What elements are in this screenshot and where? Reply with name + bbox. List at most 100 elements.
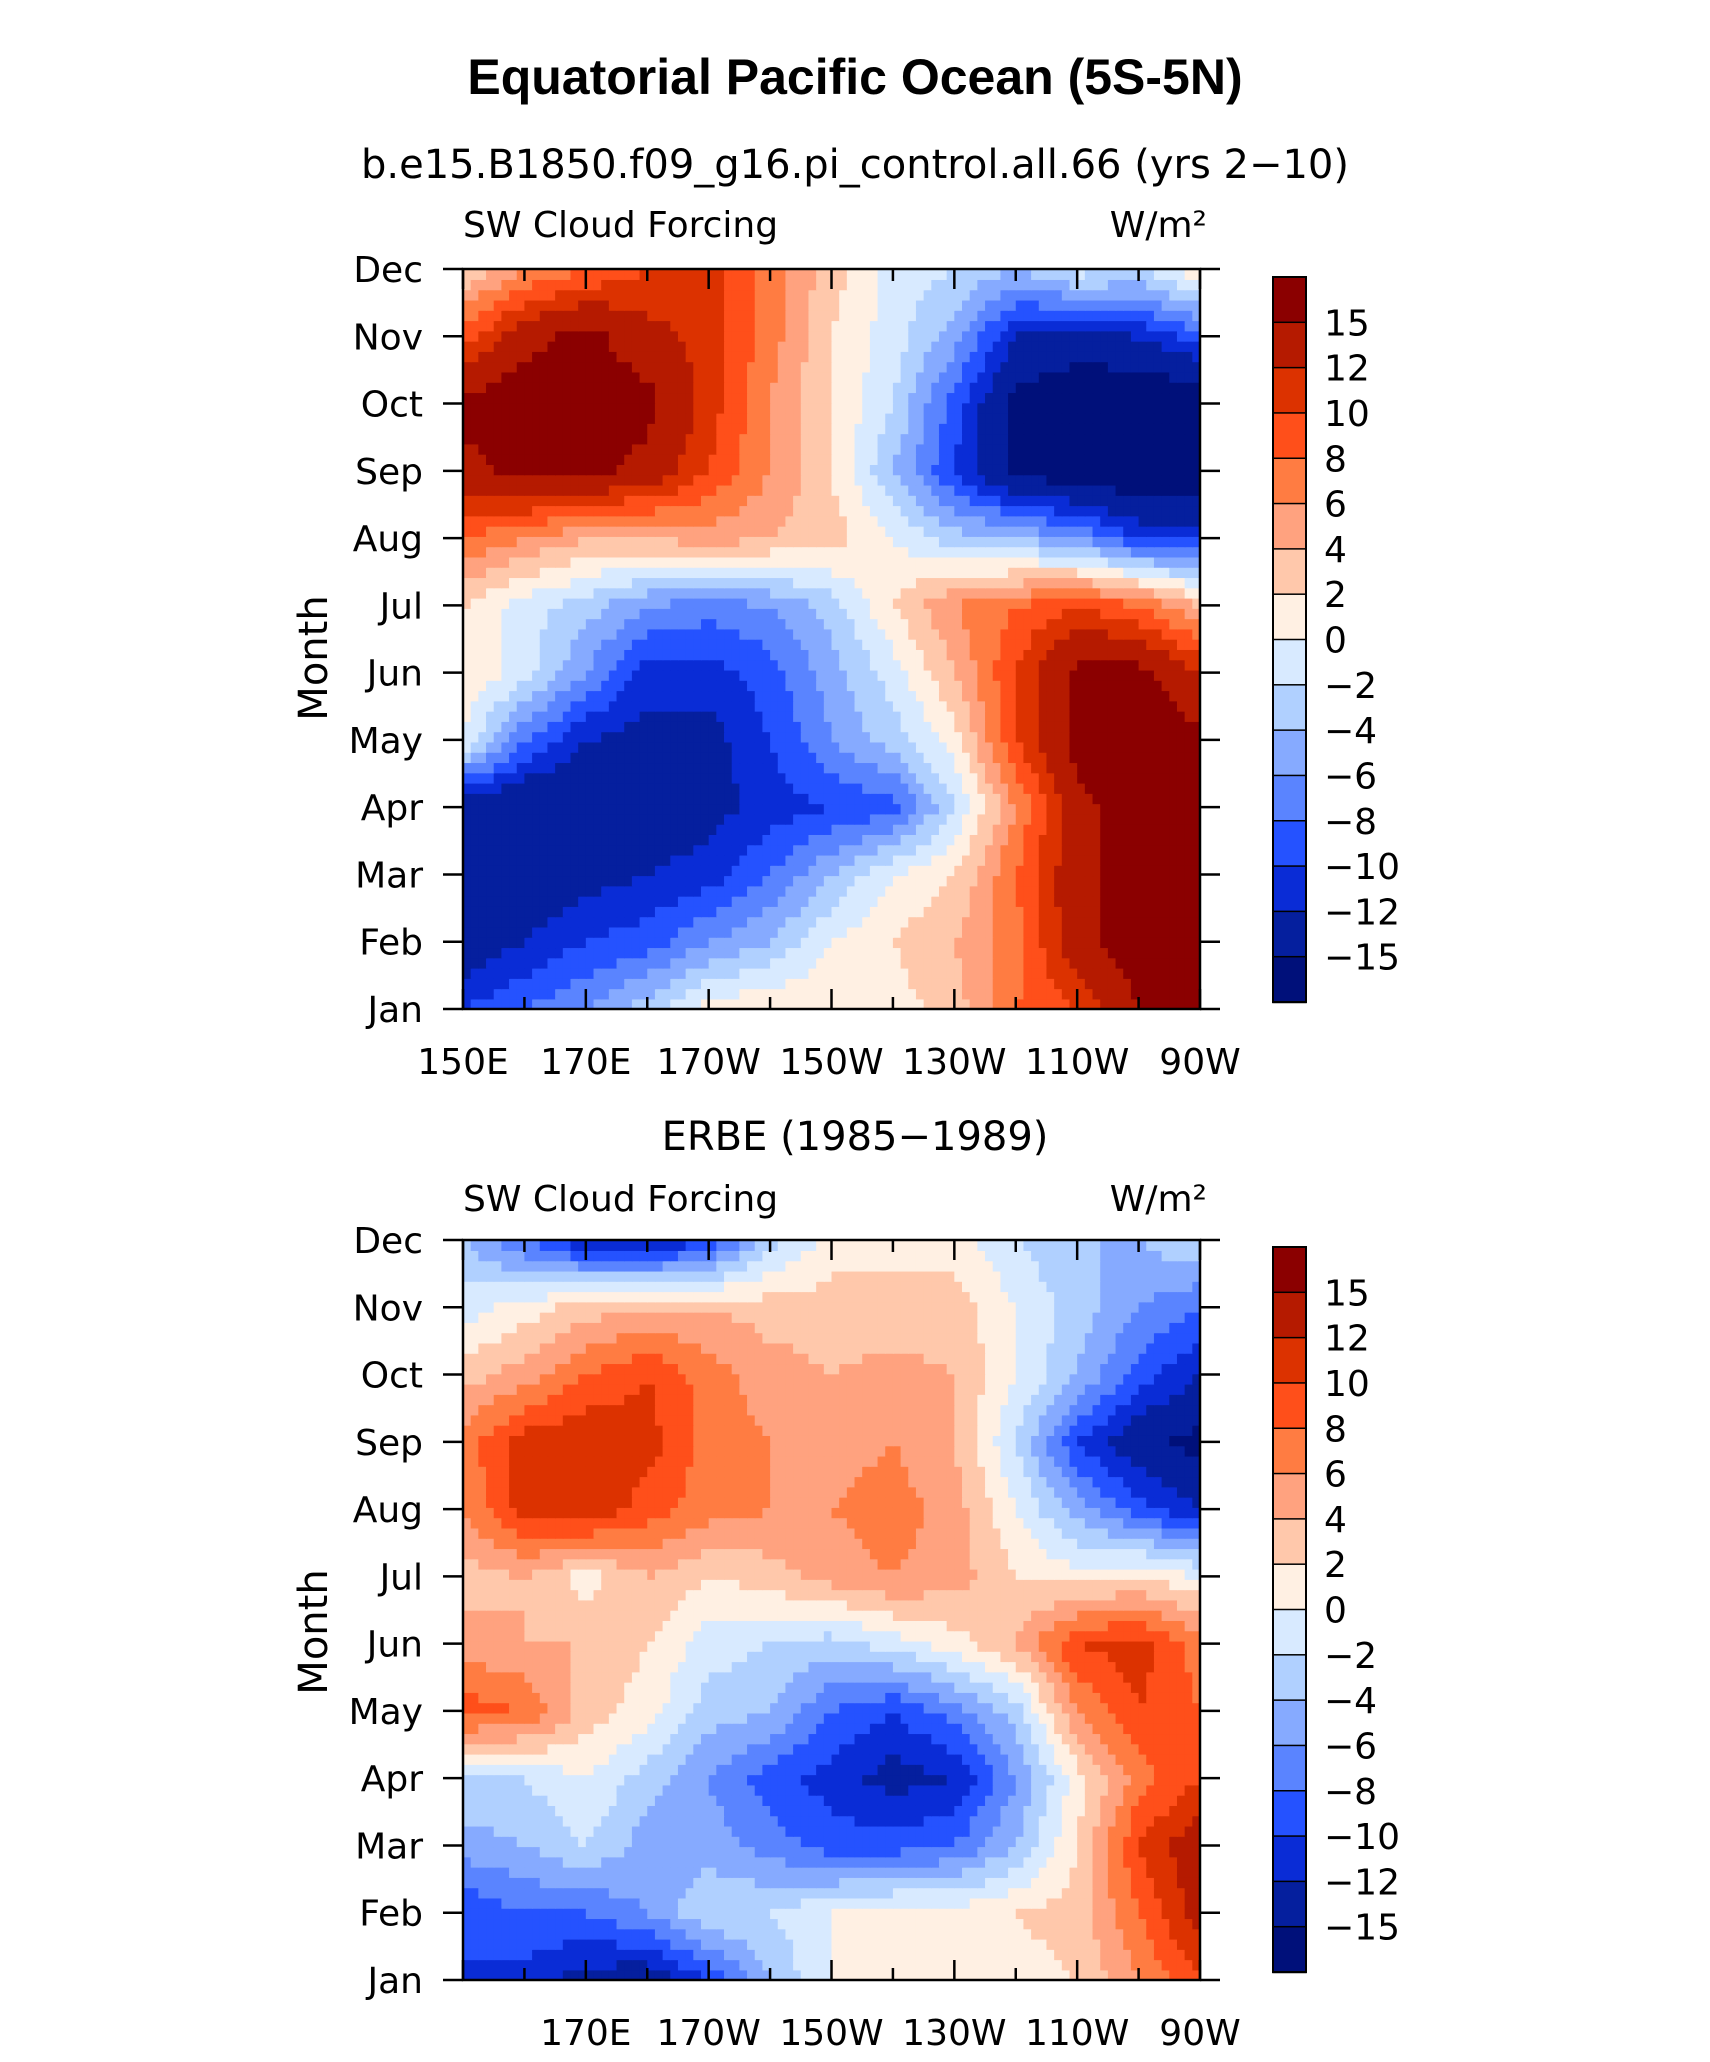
model-field-cell xyxy=(862,875,871,887)
model-field-cell xyxy=(1054,587,1063,599)
model-field-cell xyxy=(977,916,986,928)
model-field-cell xyxy=(654,659,664,671)
model-field-cell xyxy=(808,474,817,486)
model-field-cell xyxy=(747,536,756,548)
model-field-cell xyxy=(1138,875,1147,887)
model-field-cell xyxy=(1138,916,1147,928)
model-field-cell xyxy=(716,659,725,671)
model-field-cell xyxy=(616,495,625,507)
model-field-cell xyxy=(1115,690,1124,702)
model-field-cell xyxy=(785,731,794,743)
model-field-cell xyxy=(524,813,533,825)
model-field-cell xyxy=(785,947,794,959)
model-field-cell xyxy=(946,926,956,938)
model-field-cell xyxy=(601,546,610,558)
model-field-cell xyxy=(923,710,933,722)
model-field-cell xyxy=(823,885,833,897)
model-field-cell xyxy=(463,710,472,722)
model-field-cell xyxy=(1146,926,1155,938)
model-field-cell xyxy=(1061,515,1071,527)
model-field-cell xyxy=(1031,700,1040,712)
model-field-cell xyxy=(555,957,564,969)
model-field-cell xyxy=(900,567,909,579)
model-field-cell xyxy=(823,484,833,496)
model-field-cell xyxy=(1176,536,1186,548)
model-field-cell xyxy=(463,741,472,753)
model-field-cell xyxy=(777,474,787,486)
model-field-cell xyxy=(693,998,702,1010)
model-field-cell xyxy=(777,484,787,496)
model-field-cell xyxy=(923,484,933,496)
model-field-cell xyxy=(516,967,526,979)
model-field-cell xyxy=(869,967,879,979)
model-field-cell xyxy=(486,885,495,897)
model-field-cell xyxy=(662,669,671,681)
model-field-cell xyxy=(463,782,472,794)
model-field-cell xyxy=(739,772,748,784)
model-field-cell xyxy=(639,474,648,486)
model-field-cell xyxy=(539,669,549,681)
model-field-cell xyxy=(1130,690,1140,702)
model-field-cell xyxy=(547,824,556,835)
model-field-cell xyxy=(747,546,756,558)
model-field-cell xyxy=(478,577,487,589)
model-field-cell xyxy=(1138,649,1147,661)
model-field-cell xyxy=(915,597,925,609)
model-field-cell xyxy=(516,813,526,825)
model-field-cell xyxy=(1092,834,1101,846)
model-field-cell xyxy=(470,782,480,794)
model-field-cell xyxy=(493,690,503,702)
model-field-cell xyxy=(486,957,495,969)
model-field-cell xyxy=(470,680,480,692)
model-field-cell xyxy=(816,710,825,722)
model-field-cell xyxy=(1015,998,1025,1010)
model-field-cell xyxy=(892,505,902,517)
model-field-cell xyxy=(731,597,741,609)
model-field-cell xyxy=(693,659,702,671)
model-field-cell xyxy=(647,957,656,969)
model-field-cell xyxy=(700,782,710,794)
model-field-cell xyxy=(1054,474,1063,486)
model-field-cell xyxy=(524,474,533,486)
model-field-cell xyxy=(823,875,833,887)
model-field-cell xyxy=(509,546,518,558)
model-field-cell xyxy=(1054,484,1063,496)
model-field-cell xyxy=(1192,782,1201,794)
model-field-cell xyxy=(685,484,695,496)
model-field-cell xyxy=(654,926,664,938)
model-field-cell xyxy=(846,597,856,609)
model-field-cell xyxy=(747,895,756,907)
model-field-cell xyxy=(754,885,764,897)
model-field-cell xyxy=(1054,813,1063,825)
model-field-cell xyxy=(1077,597,1086,609)
model-field-cell xyxy=(977,937,986,949)
model-field-cell xyxy=(1169,834,1178,846)
model-field-cell xyxy=(762,721,771,733)
model-field-cell xyxy=(1000,998,1009,1010)
model-field-cell xyxy=(639,967,648,979)
model-field-cell xyxy=(816,834,825,846)
model-field-cell xyxy=(1069,536,1078,548)
model-field-cell xyxy=(1015,741,1025,753)
model-field-cell xyxy=(578,525,587,537)
model-field-cell xyxy=(1123,515,1132,527)
model-field-cell xyxy=(601,803,610,815)
model-field-cell xyxy=(831,484,840,496)
model-field-cell xyxy=(869,484,879,496)
model-field-cell xyxy=(1130,906,1140,918)
model-field-cell xyxy=(946,474,956,486)
model-field-cell xyxy=(470,875,480,887)
model-field-cell xyxy=(1023,865,1032,877)
model-field-cell xyxy=(969,577,979,589)
model-field-cell xyxy=(516,505,526,517)
model-field-cell xyxy=(900,484,909,496)
model-field-cell xyxy=(1169,649,1178,661)
model-field-cell xyxy=(1130,937,1140,949)
model-field-cell xyxy=(892,515,902,527)
model-field-cell xyxy=(624,844,633,856)
model-field-cell xyxy=(985,803,994,815)
model-field-cell xyxy=(1107,978,1117,990)
model-field-cell xyxy=(524,700,533,712)
model-field-cell xyxy=(1138,628,1147,640)
model-field-cell xyxy=(1023,885,1032,897)
